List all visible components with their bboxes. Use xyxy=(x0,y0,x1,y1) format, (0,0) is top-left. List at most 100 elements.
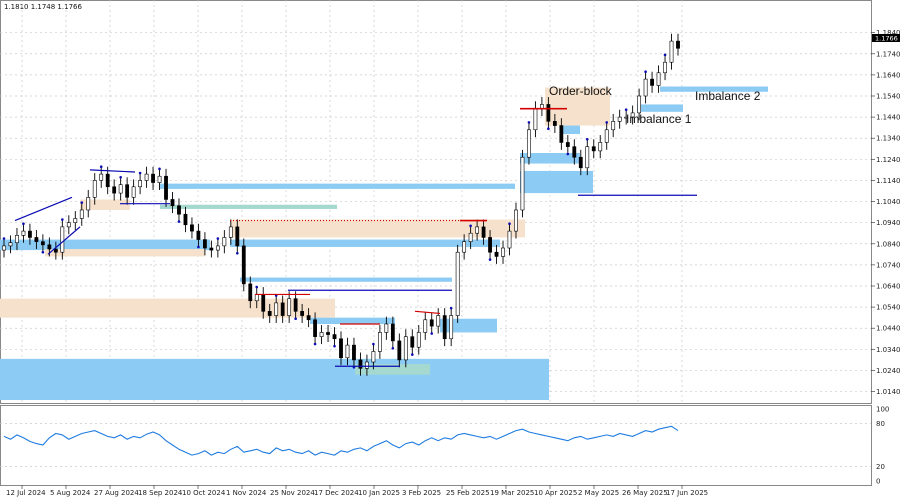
candle-body xyxy=(164,175,168,200)
candle-body xyxy=(572,146,577,158)
candle-body xyxy=(546,104,551,122)
x-tick-label: 18 Sep 2024 xyxy=(138,489,183,497)
candle-body xyxy=(196,230,201,240)
imbalance-zone xyxy=(0,239,210,251)
x-tick-label: 5 Aug 2024 xyxy=(50,489,91,497)
y-tick-label: 1.1840 xyxy=(876,29,900,37)
candle-body xyxy=(105,173,110,188)
candle-body xyxy=(630,112,635,118)
imbalance-zone xyxy=(160,183,515,189)
order-block-zone xyxy=(80,199,130,210)
swing-dot xyxy=(605,121,609,124)
candle-body xyxy=(552,121,557,126)
swing-dot xyxy=(41,250,45,254)
swing-dot xyxy=(2,237,6,240)
resistance-level xyxy=(414,310,441,315)
candle-body xyxy=(73,218,78,223)
candle-body xyxy=(449,315,454,340)
candle-body xyxy=(157,175,162,183)
candle-body xyxy=(222,237,227,247)
trend-line xyxy=(47,226,81,255)
candle-body xyxy=(261,294,266,312)
candle-body xyxy=(598,142,603,152)
candle-body xyxy=(8,242,13,247)
swing-dot xyxy=(216,237,220,240)
rsi-pane-frame xyxy=(0,405,872,486)
candle-body xyxy=(345,344,350,359)
swing-dot xyxy=(663,53,667,57)
swing-dot xyxy=(80,201,84,204)
levels-layer xyxy=(14,107,697,367)
x-tick-label: 12 Jul 2024 xyxy=(6,489,46,497)
swing-dot xyxy=(197,245,200,249)
candle-body xyxy=(125,184,130,198)
trend-line xyxy=(89,169,136,173)
x-tick-label: 17 Dec 2024 xyxy=(314,489,359,497)
candle-body xyxy=(507,230,512,249)
current-price-label: 1.1766 xyxy=(875,35,898,43)
order-block-zone xyxy=(45,249,205,257)
current-price-box xyxy=(872,34,900,42)
candle-body xyxy=(494,251,499,257)
swing-dot xyxy=(177,220,181,223)
candle-body xyxy=(429,319,434,327)
order-block-zone xyxy=(230,219,525,238)
x-tick-label: 10 Apr 2025 xyxy=(534,489,577,497)
candle-body xyxy=(248,283,253,302)
candle-body xyxy=(527,129,531,158)
candle-body xyxy=(397,340,402,361)
candle-body xyxy=(66,222,71,228)
y-tick-label: 1.0340 xyxy=(876,346,900,354)
candle-body xyxy=(131,186,136,198)
swing-dot xyxy=(430,332,434,335)
x-tick-label: 17 Jun 2025 xyxy=(666,489,708,497)
swing-dot xyxy=(119,175,122,179)
x-tick-label: 1 Nov 2024 xyxy=(226,489,267,497)
candle-body xyxy=(403,336,408,361)
y-tick-label: 1.0740 xyxy=(876,261,900,269)
candle-body xyxy=(15,235,19,244)
candle-body xyxy=(99,173,104,181)
x-tick-label: 19 Mar 2025 xyxy=(490,489,534,497)
imbalance-zone xyxy=(660,86,768,92)
rsi-tick-label: 100 xyxy=(876,406,889,414)
x-axis-labels: 12 Jul 2024 5 Aug 2024 27 Aug 2024 18 Sep 2… xyxy=(6,485,708,497)
candle-body xyxy=(112,186,117,194)
imbalance-zone xyxy=(637,104,683,112)
grid-layer xyxy=(0,0,871,403)
candle-body xyxy=(501,247,505,257)
candle-body xyxy=(254,294,259,302)
candle-body xyxy=(352,344,356,361)
swing-dot xyxy=(644,70,647,74)
candle-body xyxy=(60,226,65,253)
candle-body xyxy=(488,237,492,253)
candle-body xyxy=(326,332,330,335)
imbalance-zone xyxy=(440,318,497,333)
candle-body xyxy=(468,232,473,242)
candle-body xyxy=(241,245,246,285)
imbalance-zone xyxy=(230,239,500,247)
candle-body xyxy=(280,302,285,316)
swing-dot xyxy=(585,137,589,141)
candle-body xyxy=(274,302,279,316)
y-tick-label: 1.1540 xyxy=(876,93,900,101)
y-tick-label: 1.1040 xyxy=(876,198,900,206)
y-tick-label: 1.0540 xyxy=(876,304,900,312)
candle-body xyxy=(436,315,441,327)
candle-body xyxy=(384,323,389,333)
candle-body xyxy=(235,226,240,247)
imbalance-zone xyxy=(0,358,549,400)
swing-dot xyxy=(255,285,259,289)
y-tick-label: 1.0440 xyxy=(876,325,900,333)
imbalance-zone xyxy=(560,125,580,134)
candle-body xyxy=(86,197,91,211)
swing-dot xyxy=(313,342,317,346)
rsi-tick-label: 0 xyxy=(876,478,880,486)
imbalance-zone xyxy=(520,153,580,164)
candle-body xyxy=(416,332,421,348)
candle-body xyxy=(611,121,616,131)
y-tick-label: 1.1340 xyxy=(876,135,900,143)
order-block-zone xyxy=(545,87,610,126)
y-axis-labels: 1.1840 1.1740 1.1640 1.1540 1.1440 1.1340 1.12… xyxy=(871,29,900,396)
imbalance-1-label: Imbalance 1 xyxy=(626,112,692,126)
